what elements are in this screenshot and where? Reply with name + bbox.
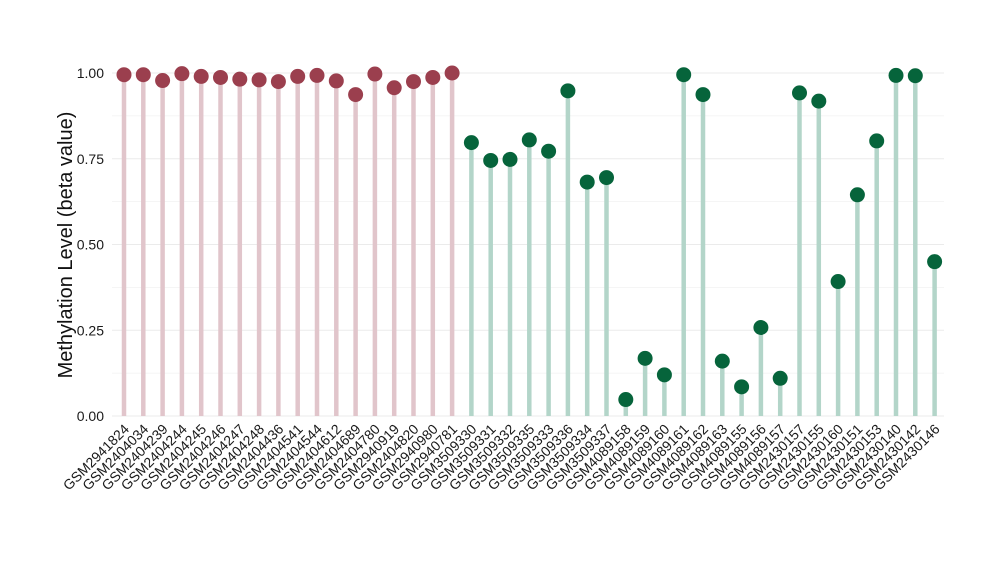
y-tick-label: 0.00 <box>77 408 104 424</box>
data-point <box>367 66 383 82</box>
data-point <box>830 274 846 290</box>
data-point <box>849 187 865 203</box>
data-point <box>792 85 807 101</box>
data-point <box>753 320 769 336</box>
data-point <box>695 87 711 103</box>
data-point <box>348 87 364 103</box>
data-point <box>656 367 672 383</box>
data-point <box>637 350 653 366</box>
data-point <box>618 392 634 408</box>
data-point <box>579 174 595 190</box>
y-axis-title: Methylation Level (beta value) <box>55 112 77 379</box>
y-tick-label: 1.00 <box>77 65 104 81</box>
data-point <box>463 135 479 151</box>
data-point <box>734 379 750 395</box>
data-point <box>328 73 344 89</box>
points <box>116 65 943 408</box>
data-point <box>811 93 827 109</box>
data-point <box>444 65 460 81</box>
data-point <box>560 83 576 99</box>
data-point <box>174 66 190 82</box>
data-point <box>927 254 943 270</box>
data-point <box>483 152 499 168</box>
data-point <box>676 67 692 83</box>
data-point <box>290 68 306 84</box>
y-axis: 0.00 0.25 0.50 0.75 1.00 <box>77 65 104 424</box>
data-point <box>406 74 421 90</box>
data-point <box>521 132 537 148</box>
data-point <box>425 69 441 85</box>
data-point <box>135 67 151 83</box>
data-point <box>772 370 788 386</box>
stems <box>121 73 937 416</box>
x-axis: GSM2941824GSM2404034GSM2404239GSM2404244… <box>60 421 943 494</box>
y-tick-label: 0.75 <box>77 151 104 167</box>
y-tick-label: 0.50 <box>77 237 104 253</box>
data-point <box>309 67 325 83</box>
data-point <box>213 69 228 85</box>
data-point <box>869 133 885 149</box>
data-point <box>714 353 730 369</box>
data-point <box>193 68 209 84</box>
data-point <box>599 170 614 186</box>
data-point <box>888 67 904 83</box>
data-point <box>907 68 923 84</box>
data-point <box>155 73 171 89</box>
y-tick-label: 0.25 <box>77 322 104 338</box>
data-point <box>251 72 267 88</box>
data-point <box>116 67 132 83</box>
data-point <box>502 151 518 167</box>
data-point <box>232 71 248 87</box>
data-point <box>270 74 286 90</box>
data-point <box>386 80 402 96</box>
data-point <box>541 143 557 159</box>
